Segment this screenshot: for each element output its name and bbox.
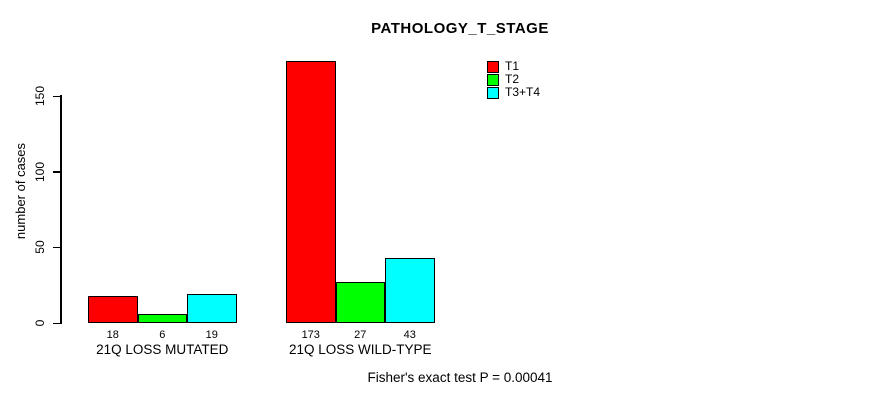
legend-label: T2 — [505, 72, 520, 86]
y-axis-tick-label: 150 — [33, 85, 47, 107]
bar-t3-t4-group2 — [385, 257, 435, 323]
chart-title: PATHOLOGY_T_STAGE — [371, 20, 549, 37]
legend-swatch-icon — [487, 60, 499, 73]
y-axis-tick — [53, 246, 60, 249]
legend-swatch-icon — [487, 73, 499, 86]
y-axis-tick-label: 0 — [33, 319, 47, 327]
legend: T1 T2 T3+T4 — [487, 60, 540, 99]
legend-item: T3+T4 — [487, 86, 540, 99]
bar-t1-group1 — [88, 295, 138, 323]
bar-value-label: 27 — [354, 329, 367, 341]
y-axis-tick — [53, 322, 60, 324]
y-axis-tick — [53, 171, 60, 173]
bar-t3-t4-group1 — [187, 294, 237, 323]
legend-label: T3+T4 — [505, 85, 541, 99]
bar-value-label: 18 — [106, 329, 119, 341]
y-axis-tick-label: 100 — [33, 161, 47, 182]
y-axis-tick — [53, 95, 60, 97]
stat-test-annotation: Fisher's exact test P = 0.00041 — [367, 370, 553, 385]
category-label: 21Q LOSS MUTATED — [96, 342, 229, 357]
bar-t2-group2 — [335, 282, 385, 323]
bar-value-label: 19 — [205, 329, 218, 341]
y-axis-title: number of cases — [13, 142, 28, 240]
bar-value-label: 43 — [403, 329, 416, 341]
bar-value-label: 173 — [301, 329, 320, 341]
legend-label: T1 — [505, 59, 520, 73]
legend-item: T1 — [487, 60, 540, 73]
legend-item: T2 — [487, 73, 540, 86]
y-axis-tick-label: 50 — [33, 240, 47, 255]
legend-swatch-icon — [487, 86, 499, 99]
bar-value-label: 6 — [159, 329, 166, 341]
category-label: 21Q LOSS WILD-TYPE — [288, 342, 432, 357]
bar-t2-group1 — [137, 313, 187, 323]
y-axis-line — [60, 95, 62, 324]
bar-t1-group2 — [286, 61, 336, 323]
